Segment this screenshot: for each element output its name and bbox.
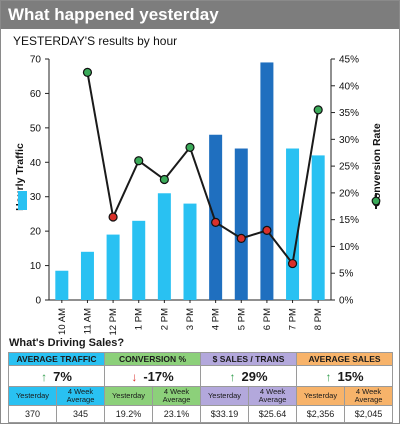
kpi-sub-4week: 4 Week Average	[344, 386, 394, 406]
x-tick-label: 1 PM	[134, 308, 145, 330]
y2-tick-label: 25%	[339, 162, 359, 173]
traffic-bar	[80, 251, 94, 300]
kpi-header-average-traffic: AVERAGE TRAFFIC	[8, 352, 105, 366]
traffic-bar	[183, 203, 197, 300]
x-tick-label: 3 PM	[185, 308, 196, 330]
kpi-value-yesterday: 370	[8, 405, 57, 423]
x-tick-label: 5 PM	[236, 308, 247, 330]
x-tick-label: 11 AM	[82, 308, 93, 334]
y-tick-label: 40	[30, 158, 42, 169]
driving-sales-title: What's Driving Sales?	[9, 337, 125, 349]
y2-tick-label: 0%	[339, 296, 354, 307]
kpi-header-average-sales: AVERAGE SALES	[296, 352, 394, 366]
kpi-sub-yesterday: Yesterday	[200, 386, 250, 406]
kpi-sub-yesterday: Yesterday	[104, 386, 153, 406]
conversion-point	[313, 105, 323, 115]
y2-tick-label: 30%	[339, 135, 359, 146]
x-tick-label: 8 PM	[313, 308, 324, 330]
conversion-point	[82, 67, 93, 77]
kpi-header-conversion: CONVERSION %	[103, 352, 202, 366]
y2-tick-label: 10%	[339, 242, 359, 253]
traffic-conversion-chart: 0 10 20 30 40 50 60 70 0% 5% 10% 15% 20% 25% 30% 35% 40%…	[14, 55, 383, 336]
arrow-up-icon: ↑	[41, 369, 48, 384]
kpi-value-4week: $2,045	[344, 405, 394, 423]
kpi-value-4week: 345	[56, 405, 105, 423]
kpi-header-sales-per-trans: $ SALES / TRANS	[200, 352, 298, 366]
traffic-legend-swatch	[18, 191, 27, 210]
kpi-change-conversion: ↓ -17%	[103, 365, 202, 387]
y2-tick-label: 40%	[339, 81, 359, 92]
traffic-bar	[234, 148, 248, 300]
x-tick-label: 12 PM	[108, 308, 119, 335]
traffic-bar	[55, 270, 69, 300]
x-tick-label: 2 PM	[159, 308, 170, 330]
conversion-point	[134, 156, 144, 166]
traffic-bar	[132, 220, 146, 300]
y-tick-label: 50	[30, 123, 42, 134]
traffic-bar	[311, 155, 325, 300]
kpi-value-yesterday: 19.2%	[104, 405, 153, 423]
kpi-value-yesterday: $33.19	[200, 405, 250, 423]
traffic-bar	[260, 62, 274, 300]
y-tick-label: 0	[35, 296, 41, 307]
conversion-point	[108, 212, 118, 222]
traffic-bar	[157, 193, 171, 300]
chart-title: YESTERDAY'S results by hour	[13, 34, 178, 48]
x-tick-label: 4 PM	[211, 308, 222, 330]
traffic-bar	[106, 234, 120, 300]
kpi-sub-yesterday: Yesterday	[8, 386, 57, 406]
conversion-point	[262, 225, 272, 235]
kpi-change-sales-per-trans: ↑ 29%	[200, 365, 298, 387]
x-tick-label: 6 PM	[262, 308, 273, 330]
kpi-change-average-sales: ↑ 15%	[296, 365, 394, 387]
traffic-bar	[209, 134, 223, 300]
conversion-point	[159, 174, 169, 185]
arrow-up-icon: ↑	[325, 369, 332, 384]
card-header: What happened yesterday	[1, 1, 399, 29]
conversion-legend-marker	[371, 196, 381, 206]
kpi-sub-yesterday: Yesterday	[296, 386, 346, 406]
kpi-value-4week: $25.64	[248, 405, 298, 423]
kpi-sub-4week: 4 Week Average	[151, 386, 202, 406]
conversion-point	[211, 217, 221, 227]
y2-axis-title: Conversion Rate	[371, 123, 383, 207]
y-tick-label: 20	[30, 227, 42, 238]
x-tick-label: 7 PM	[288, 308, 299, 330]
y-tick-label: 30	[30, 192, 42, 203]
kpi-sub-4week: 4 Week Average	[56, 386, 105, 406]
kpi-table: AVERAGE TRAFFIC CONVERSION % $ SALES / T…	[8, 352, 394, 423]
kpi-value-4week: 23.1%	[151, 405, 202, 423]
x-tick-label: 10 AM	[57, 308, 68, 335]
y2-tick-label: 20%	[339, 188, 359, 199]
traffic-bar	[286, 148, 300, 300]
arrow-down-icon: ↓	[131, 369, 138, 384]
conversion-point	[185, 142, 195, 152]
conversion-rate-line	[86, 72, 320, 267]
kpi-sub-4week: 4 Week Average	[248, 386, 298, 406]
kpi-change-average-traffic: ↑ 7%	[8, 365, 105, 387]
kpi-value-yesterday: $2,356	[296, 405, 346, 423]
y-tick-label: 10	[30, 261, 42, 272]
arrow-up-icon: ↑	[229, 369, 236, 384]
y2-tick-label: 35%	[339, 108, 359, 119]
y-tick-label: 70	[30, 55, 42, 66]
conversion-point	[287, 258, 298, 269]
y-tick-label: 60	[30, 89, 42, 100]
y2-tick-label: 15%	[339, 215, 359, 226]
y2-tick-label: 45%	[339, 55, 359, 66]
conversion-point	[236, 233, 246, 244]
y2-tick-label: 5%	[339, 269, 354, 280]
